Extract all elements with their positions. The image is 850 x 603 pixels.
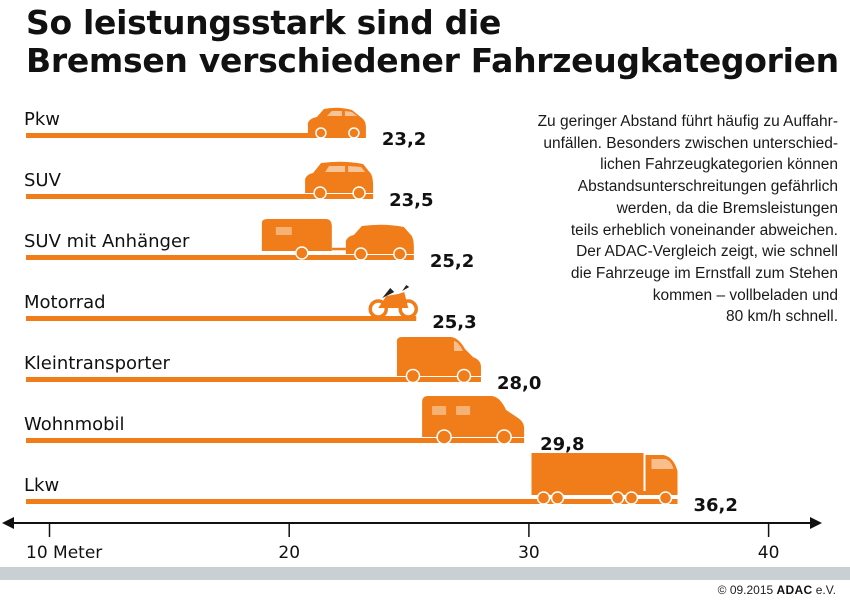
bar — [26, 499, 678, 504]
bar-row: SUV 23,5 — [24, 161, 434, 211]
description-line: kommen – vollbeladen und — [652, 286, 838, 304]
description-line: werden, da die Bremsleistungen — [616, 199, 838, 217]
truck-icon — [531, 453, 678, 505]
description-line: 80 km/h schnell. — [726, 308, 838, 326]
bar — [26, 377, 481, 382]
category-label: Pkw — [24, 109, 60, 130]
footer-band — [0, 567, 850, 580]
value-label: 23,5 — [389, 190, 433, 211]
category-label: SUV mit Anhänger — [24, 231, 190, 252]
footer-credit: © 09.2015 ADAC e.V. — [718, 583, 836, 597]
bar — [26, 316, 417, 321]
bar — [26, 133, 366, 138]
value-label: 25,3 — [432, 312, 476, 333]
description-line: lichen Fahrzeugkategorien können — [600, 156, 838, 174]
bar-row: Pkw 23,2 — [24, 107, 426, 150]
category-label: Wohnmobil — [24, 414, 125, 435]
description-line: unfällen. Besonders zwischen unterschied… — [543, 134, 838, 152]
suv-trailer-icon — [261, 219, 414, 261]
axis-arrow-right — [810, 517, 822, 529]
category-label: Kleintransporter — [24, 353, 171, 374]
car-icon — [307, 107, 366, 139]
van-icon — [396, 337, 481, 384]
description-line: Der ADAC-Vergleich zeigt, wie schnell — [576, 243, 838, 261]
adac-logo: ADAC — [776, 583, 813, 597]
description: Zu geringer Abstand führt häufig zu Auff… — [440, 111, 838, 328]
description-line: Abstandsunterschreitungen gefährlich — [577, 178, 838, 196]
copyright-text: © 09.2015 — [717, 583, 774, 597]
category-label: SUV — [24, 170, 62, 191]
title-line-1: So leistungsstark sind die — [26, 3, 502, 42]
bar-row: SUV mit Anhänger 25,2 — [24, 219, 474, 272]
x-tick-label: 20 — [278, 543, 300, 563]
axis-arrow-left — [2, 517, 14, 529]
brand-suffix: e.V. — [812, 583, 836, 597]
chart-title: So leistungsstark sind die Bremsen versc… — [26, 4, 839, 80]
motorhome-icon — [422, 396, 525, 445]
bar — [26, 438, 525, 443]
value-label: 29,8 — [540, 434, 584, 455]
description-line: Zu geringer Abstand führt häufig zu Auff… — [537, 113, 838, 130]
bar — [26, 194, 374, 199]
title-line-2: Bremsen verschiedener Fahrzeugkategorien — [26, 41, 839, 80]
bar-row: Motorrad 25,3 — [24, 285, 477, 333]
x-tick-label: 30 — [518, 543, 540, 563]
value-label: 25,2 — [430, 251, 474, 272]
bar-row: Wohnmobil 29,8 — [24, 396, 585, 455]
value-label: 28,0 — [497, 373, 541, 394]
x-tick-label: 10 Meter — [26, 543, 102, 563]
value-label: 23,2 — [382, 129, 426, 150]
category-label: Motorrad — [24, 292, 106, 313]
bar — [26, 255, 414, 260]
category-label: Lkw — [24, 475, 59, 496]
suv-icon — [305, 161, 374, 200]
description-line: die Fahrzeuge im Ernstfall zum Stehen — [570, 264, 838, 282]
motorcycle-icon — [368, 285, 418, 319]
value-label: 36,2 — [694, 495, 738, 516]
bar-row: Kleintransporter 28,0 — [24, 337, 541, 394]
x-tick-label: 40 — [758, 543, 780, 563]
bar-row: Lkw 36,2 — [24, 453, 738, 516]
description-line: teils erheblich voneinander abweichen. — [570, 221, 838, 239]
